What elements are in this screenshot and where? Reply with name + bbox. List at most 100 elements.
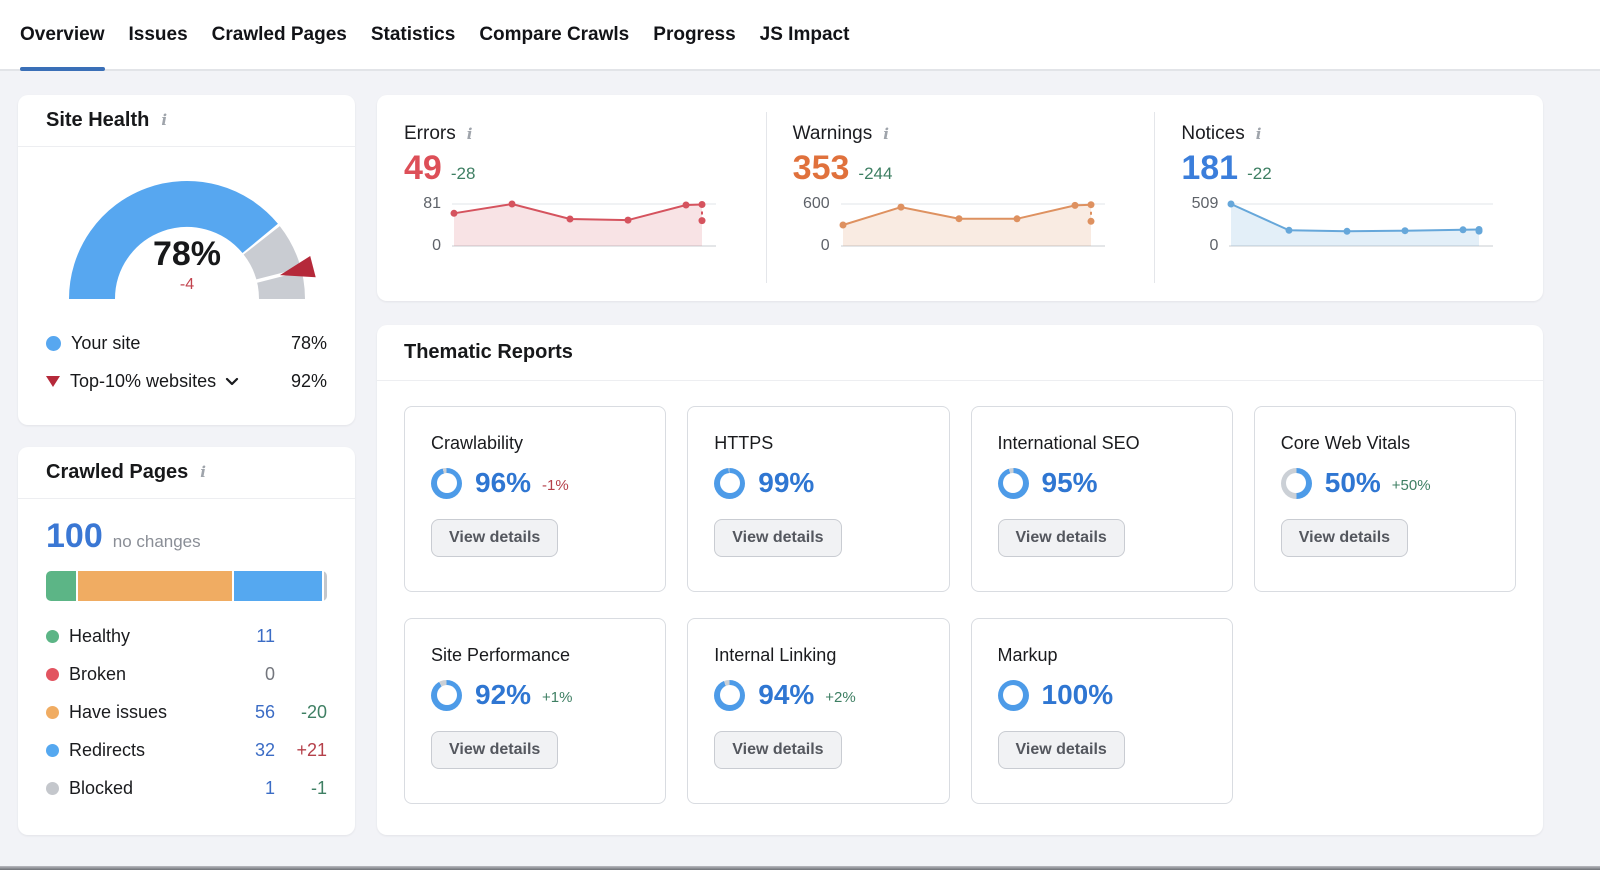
triangle-down-icon bbox=[46, 375, 60, 387]
tab-crawled-pages[interactable]: Crawled Pages bbox=[211, 23, 347, 45]
have-issues-delta: -20 bbox=[300, 701, 327, 722]
report-card-core-web-vitals: Core Web Vitals 50% +50% View details bbox=[1253, 406, 1516, 592]
score-donut bbox=[997, 679, 1029, 711]
site-health-title: Site Health bbox=[46, 109, 150, 131]
blocked-delta: -1 bbox=[310, 777, 327, 798]
stack-segment-blocked bbox=[324, 571, 327, 601]
have-issues-count[interactable]: 56 bbox=[254, 701, 275, 722]
site-health-gauge: 78% -4 bbox=[47, 159, 327, 312]
score-donut bbox=[431, 467, 462, 499]
stack-segment-healthy bbox=[46, 571, 77, 601]
report-card-https: HTTPS 99% View details bbox=[687, 406, 950, 592]
errors-label[interactable]: Errors bbox=[404, 123, 456, 144]
notices-delta: -22 bbox=[1247, 164, 1272, 183]
crawled-pages-card: Crawled Pages i 100 no changes Healthy 1… bbox=[18, 447, 355, 835]
legend-row-your-site: Your site 78% bbox=[46, 324, 327, 362]
errors-count[interactable]: 49 bbox=[404, 149, 442, 187]
score-donut bbox=[714, 467, 746, 499]
notices-label[interactable]: Notices bbox=[1181, 123, 1245, 144]
view-details-button[interactable]: View details bbox=[997, 731, 1125, 769]
stack-segment-redirects bbox=[234, 571, 323, 601]
svg-text:-4: -4 bbox=[179, 276, 193, 293]
tab-issues[interactable]: Issues bbox=[128, 23, 188, 45]
errors-delta: -28 bbox=[450, 164, 476, 183]
broken-dot-icon bbox=[46, 667, 59, 681]
view-details-button[interactable]: View details bbox=[431, 731, 559, 769]
crawlability-delta: -1% bbox=[542, 476, 569, 494]
score-donut bbox=[714, 679, 746, 711]
have-issues-dot-icon bbox=[46, 705, 59, 719]
https-score: 99% bbox=[758, 467, 815, 498]
svg-text:78%: 78% bbox=[152, 235, 220, 273]
report-card-markup: Markup 100% View details bbox=[970, 618, 1233, 804]
view-details-button[interactable]: View details bbox=[1280, 519, 1409, 557]
score-donut bbox=[431, 679, 462, 711]
blocked-dot-icon bbox=[46, 781, 59, 795]
internal-linking-delta: +2% bbox=[825, 688, 856, 706]
view-details-button[interactable]: View details bbox=[431, 519, 559, 557]
markup-score: 100% bbox=[1041, 679, 1114, 710]
report-card-site-performance: Site Performance 92% +1% View details bbox=[404, 618, 667, 804]
notices-section: Notices i 181 -22 509 0 bbox=[1154, 95, 1543, 301]
info-icon[interactable]: i bbox=[466, 124, 473, 143]
info-icon[interactable]: i bbox=[883, 124, 889, 143]
your-site-value: 78% bbox=[290, 332, 327, 353]
top10-websites-label: Top-10% websites bbox=[70, 370, 217, 391]
warnings-section: Warnings i 353 -244 600 0 bbox=[765, 95, 1155, 301]
legend-row-healthy: Healthy 11 bbox=[46, 617, 327, 655]
info-icon[interactable]: i bbox=[1255, 124, 1262, 143]
notices-count[interactable]: 181 bbox=[1181, 149, 1239, 187]
info-icon[interactable]: i bbox=[200, 463, 206, 481]
report-card-crawlability: Crawlability 96% -1% View details bbox=[404, 406, 667, 592]
chevron-down-icon[interactable] bbox=[225, 377, 239, 386]
tab-js-impact[interactable]: JS Impact bbox=[759, 23, 850, 45]
issues-metrics-card: Errors i 49 -28 81 0 Warnings i 353 -244 bbox=[377, 95, 1543, 301]
report-card-internal-linking: Internal Linking 94% +2% View details bbox=[687, 618, 950, 804]
tab-bar: Overview Issues Crawled Pages Statistics… bbox=[0, 0, 1600, 71]
errors-y-axis: 81 0 bbox=[423, 195, 441, 254]
thematic-reports-title: Thematic Reports bbox=[404, 341, 573, 363]
crawled-pages-legend: Healthy 11 Broken 0 Have issues 56 -20 R… bbox=[46, 617, 327, 807]
legend-row-top10-websites[interactable]: Top-10% websites 92% bbox=[46, 362, 327, 400]
thematic-reports-grid: Crawlability 96% -1% View details HTTPS … bbox=[377, 381, 1543, 829]
errors-trend-chart bbox=[450, 196, 718, 259]
site-health-header: Site Health i bbox=[18, 95, 355, 147]
warnings-trend-chart bbox=[839, 196, 1107, 259]
legend-row-redirects: Redirects 32 +21 bbox=[46, 731, 327, 769]
notices-trend-chart bbox=[1227, 196, 1495, 259]
healthy-count[interactable]: 11 bbox=[256, 625, 275, 646]
crawled-pages-total: 100 bbox=[46, 517, 103, 555]
crawled-pages-title: Crawled Pages bbox=[46, 461, 189, 483]
your-site-dot-icon bbox=[46, 335, 61, 351]
crawlability-score: 96% bbox=[475, 467, 532, 498]
broken-count[interactable]: 0 bbox=[264, 663, 275, 684]
thematic-reports-card: Thematic Reports Crawlability 96% -1% Vi… bbox=[377, 325, 1543, 835]
your-site-label: Your site bbox=[71, 332, 141, 353]
warnings-label[interactable]: Warnings bbox=[792, 123, 873, 144]
report-card-international-seo: International SEO 95% View details bbox=[970, 406, 1233, 592]
info-icon[interactable]: i bbox=[161, 111, 168, 129]
site-performance-score: 92% bbox=[475, 679, 532, 710]
notices-y-axis: 509 0 bbox=[1191, 195, 1219, 254]
redirects-dot-icon bbox=[46, 743, 59, 757]
core-web-vitals-score: 50% bbox=[1324, 467, 1381, 498]
tab-compare-crawls[interactable]: Compare Crawls bbox=[479, 23, 630, 45]
site-performance-delta: +1% bbox=[542, 688, 573, 706]
stack-segment-have-issues bbox=[78, 571, 233, 601]
crawled-pages-change-note: no changes bbox=[112, 532, 201, 551]
legend-row-blocked: Blocked 1 -1 bbox=[46, 769, 327, 807]
view-details-button[interactable]: View details bbox=[714, 519, 842, 557]
healthy-dot-icon bbox=[46, 629, 59, 643]
redirects-delta: +21 bbox=[296, 739, 327, 760]
site-health-legend: Your site 78% Top-10% websites 92% bbox=[18, 312, 355, 400]
view-details-button[interactable]: View details bbox=[997, 519, 1125, 557]
tab-overview[interactable]: Overview bbox=[20, 0, 105, 71]
blocked-count[interactable]: 1 bbox=[264, 777, 275, 798]
view-details-button[interactable]: View details bbox=[714, 731, 842, 769]
warnings-count[interactable]: 353 bbox=[792, 149, 850, 187]
redirects-count[interactable]: 32 bbox=[254, 739, 275, 760]
tab-statistics[interactable]: Statistics bbox=[370, 23, 456, 45]
window-bottom-edge bbox=[0, 866, 1600, 870]
tab-progress[interactable]: Progress bbox=[653, 23, 736, 45]
score-donut bbox=[1280, 467, 1312, 499]
